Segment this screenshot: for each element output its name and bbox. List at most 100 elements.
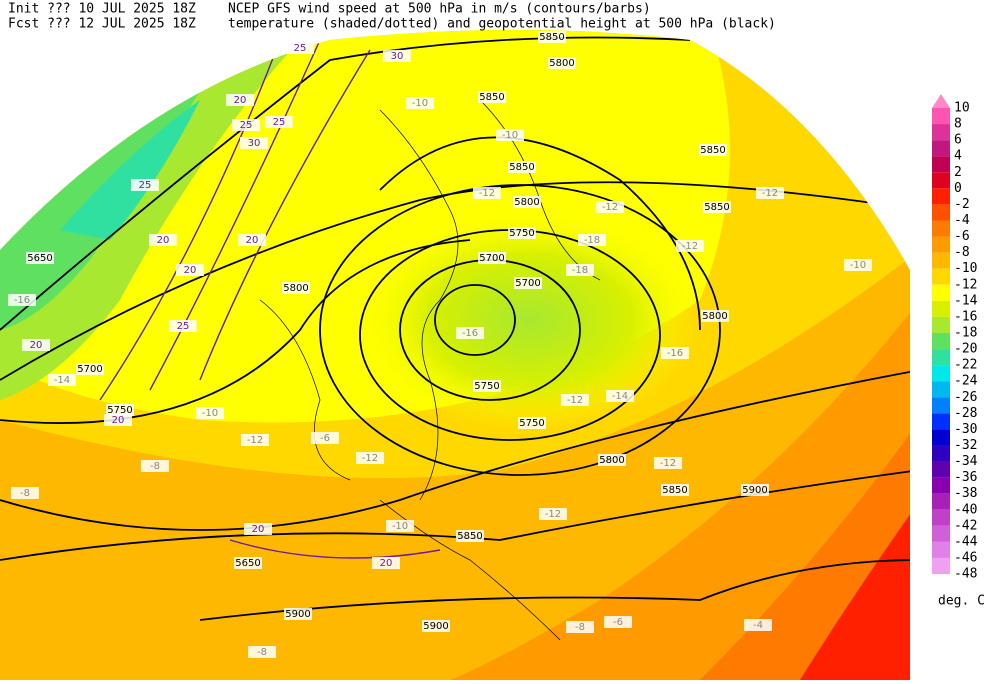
label-background — [598, 454, 626, 466]
label-background — [578, 234, 606, 246]
label-background — [265, 116, 293, 128]
wind-label: 20 — [184, 265, 197, 276]
label-background — [478, 252, 506, 264]
label-background — [456, 327, 484, 339]
temperature-label: -16 — [462, 328, 478, 339]
colorbar-label: -42 — [954, 518, 977, 533]
label-background — [131, 179, 159, 191]
height-label: 5850 — [700, 145, 725, 156]
temperature-label: -10 — [392, 521, 408, 532]
colorbar-box — [932, 445, 950, 462]
label-background — [456, 530, 484, 542]
label-background — [234, 557, 262, 569]
temperature-label: -10 — [850, 260, 866, 271]
temperature-label: -12 — [545, 509, 561, 520]
label-background — [703, 201, 731, 213]
colorbar-box — [932, 300, 950, 317]
label-background — [372, 557, 400, 569]
height-label: 5800 — [514, 197, 539, 208]
height-label: 5850 — [457, 531, 482, 542]
label-background — [11, 487, 39, 499]
colorbar-box — [932, 140, 950, 157]
wind-label: 20 — [252, 524, 265, 535]
title-line-1: NCEP GFS wind speed at 500 hPa in m/s (c… — [228, 2, 651, 17]
colorbar-box — [932, 557, 950, 575]
wind-contours — [99, 39, 441, 559]
colorbar-label: 4 — [954, 149, 962, 164]
temperature-label: -14 — [54, 375, 70, 386]
title-line-2: temperature (shaded/dotted) and geopoten… — [228, 17, 776, 32]
label-background — [284, 608, 312, 620]
colorbar-label: -12 — [954, 277, 977, 292]
temperature-label: -10 — [502, 130, 518, 141]
label-background — [196, 407, 224, 419]
colorbar-label: -10 — [954, 261, 977, 276]
height-label: 5700 — [515, 278, 540, 289]
temperature-label: -10 — [202, 408, 218, 419]
colorbar-box — [932, 461, 950, 478]
colorbar-label: -8 — [954, 245, 970, 260]
label-background — [756, 187, 784, 199]
temperature-label: -14 — [612, 391, 628, 402]
colorbar-box — [932, 413, 950, 430]
colorbar-label: -22 — [954, 358, 977, 373]
colorbar-label: -46 — [954, 550, 977, 565]
label-background — [248, 646, 276, 658]
wind-label: 20 — [30, 340, 43, 351]
label-background — [844, 259, 872, 271]
colorbar-box — [932, 220, 950, 237]
temperature-label: -12 — [362, 453, 378, 464]
wind-label: 20 — [112, 415, 125, 426]
label-background — [238, 234, 266, 246]
label-background — [149, 234, 177, 246]
colorbar-label: -30 — [954, 422, 977, 437]
colorbar-box — [932, 252, 950, 269]
temperature-label: -6 — [613, 617, 623, 628]
label-background — [141, 460, 169, 472]
temperature-label: -12 — [567, 395, 583, 406]
wind-label: 25 — [240, 120, 253, 131]
temperature-label: -8 — [575, 622, 585, 633]
colorbar-unit: deg. C — [938, 594, 985, 609]
colorbar-label: -34 — [954, 454, 978, 469]
label-background — [538, 31, 566, 43]
colorbar-box — [932, 268, 950, 285]
colorbar-label: -36 — [954, 470, 977, 485]
height-label: 5750 — [474, 381, 499, 392]
label-background — [478, 91, 506, 103]
height-label: 5750 — [509, 228, 534, 239]
wind-label: 20 — [234, 95, 247, 106]
label-background — [661, 347, 689, 359]
label-background — [676, 240, 704, 252]
colorbar-label: -14 — [954, 293, 978, 308]
label-background — [176, 264, 204, 276]
colorbar-box — [932, 124, 950, 141]
label-background — [473, 187, 501, 199]
temperature-label: -8 — [257, 647, 267, 658]
temperature-label: -6 — [320, 433, 330, 444]
height-label: 5650 — [27, 253, 52, 264]
label-background — [356, 452, 384, 464]
label-background — [566, 264, 594, 276]
label-background — [232, 119, 260, 131]
height-label: 5800 — [283, 283, 308, 294]
height-label: 5850 — [509, 162, 534, 173]
colorbar-label: -4 — [954, 213, 970, 228]
temperature-label: -12 — [479, 188, 495, 199]
colorbar-box — [932, 477, 950, 494]
label-background — [741, 484, 769, 496]
label-background — [699, 144, 727, 156]
colorbar-box — [932, 284, 950, 301]
wind-label: 30 — [391, 51, 404, 62]
label-background — [311, 432, 339, 444]
temperature-label: -16 — [667, 348, 683, 359]
colorbar-label: 0 — [954, 181, 962, 196]
height-label: 5700 — [77, 364, 102, 375]
label-background — [48, 374, 76, 386]
temperature-label: -12 — [660, 458, 676, 469]
colorbar-label: -24 — [954, 374, 978, 389]
wind-label: 30 — [248, 138, 261, 149]
label-background — [513, 196, 541, 208]
label-background — [383, 50, 411, 62]
colorbar-box — [932, 541, 950, 558]
